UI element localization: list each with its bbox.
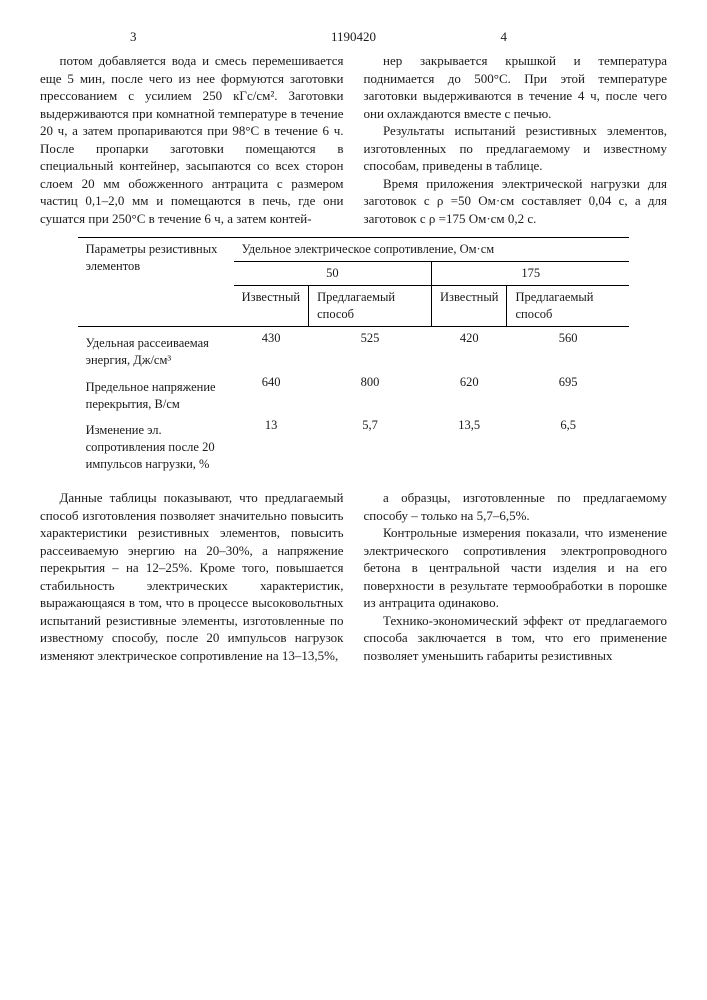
- th-resistance: Удельное электрическое сопротивление, Ом…: [234, 238, 630, 262]
- th-proposed-50: Предлагаемый способ: [309, 286, 432, 327]
- upper-right-p3: Время приложения электрической нагрузки …: [364, 175, 668, 228]
- th-known-50: Известный: [234, 286, 309, 327]
- upper-right-p1: нер закрывается крышкой и температура по…: [364, 52, 668, 122]
- cell: 620: [432, 371, 507, 415]
- row-label: Удельная рассеиваемая энергия, Дж/см³: [78, 326, 234, 370]
- upper-two-column-text: потом добавляется вода и смесь перемешив…: [40, 52, 667, 227]
- cell: 5,7: [309, 414, 432, 475]
- lower-left-paragraph: Данные таблицы показывают, что предлагае…: [40, 489, 344, 664]
- th-proposed-175: Предлагаемый способ: [507, 286, 629, 327]
- th-known-175: Известный: [432, 286, 507, 327]
- th-50: 50: [234, 262, 432, 286]
- cell: 13,5: [432, 414, 507, 475]
- row-label: Предельное напряжение перекрытия, В/см: [78, 371, 234, 415]
- cell: 430: [234, 326, 309, 370]
- cell: 560: [507, 326, 629, 370]
- page-header: 3 1190420 4: [40, 28, 667, 46]
- row-label: Изменение эл. сопротивления после 20 имп…: [78, 414, 234, 475]
- upper-right-p2: Результаты испытаний резистивных элемент…: [364, 122, 668, 175]
- th-parameters: Параметры резистивных элементов: [78, 238, 234, 327]
- col-number-right: 4: [501, 28, 508, 46]
- cell: 420: [432, 326, 507, 370]
- lower-two-column-text: Данные таблицы показывают, что предлагае…: [40, 489, 667, 664]
- th-175: 175: [432, 262, 630, 286]
- cell: 695: [507, 371, 629, 415]
- cell: 800: [309, 371, 432, 415]
- table-row: Удельная рассеиваемая энергия, Дж/см³ 43…: [78, 326, 630, 370]
- cell: 13: [234, 414, 309, 475]
- lower-right-p2: Контрольные измерения показали, что изме…: [364, 524, 668, 612]
- col-number-left: 3: [130, 28, 137, 46]
- cell: 525: [309, 326, 432, 370]
- cell: 6,5: [507, 414, 629, 475]
- lower-right-p3: Технико-экономический эффект от предлага…: [364, 612, 668, 665]
- lower-right-p1: а образцы, изготовленные по предлагаемом…: [364, 489, 668, 524]
- cell: 640: [234, 371, 309, 415]
- upper-left-paragraph: потом добавляется вода и смесь перемешив…: [40, 52, 344, 227]
- table-row: Предельное напряжение перекрытия, В/см 6…: [78, 371, 630, 415]
- results-table: Параметры резистивных элементов Удельное…: [78, 237, 630, 475]
- table-row: Изменение эл. сопротивления после 20 имп…: [78, 414, 630, 475]
- document-number: 1190420: [331, 28, 376, 46]
